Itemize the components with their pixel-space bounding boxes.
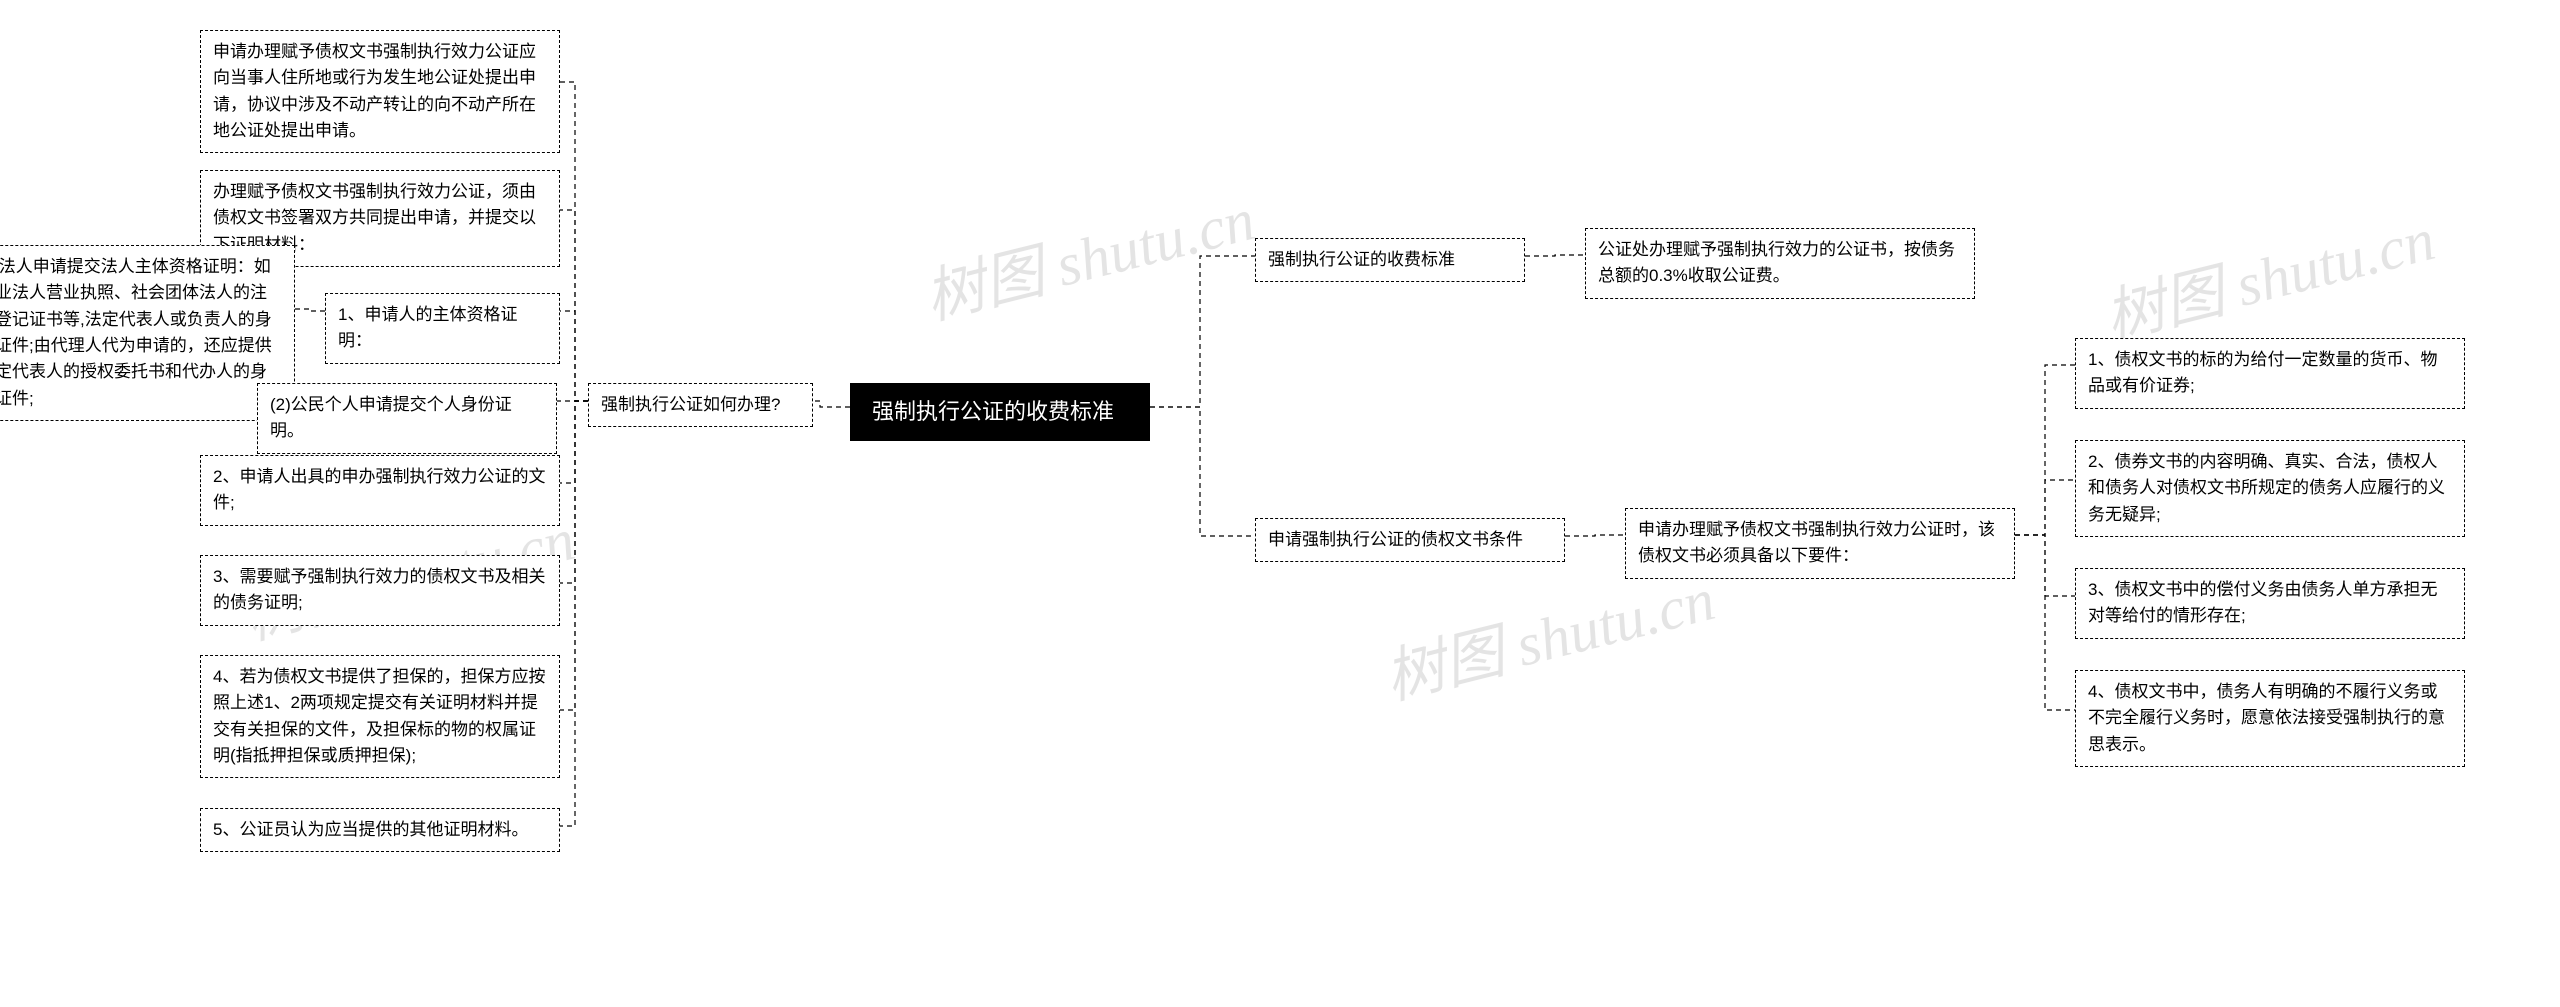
- leaf-node: 4、若为债权文书提供了担保的，担保方应按照上述1、2两项规定提交有关证明材料并提…: [200, 655, 560, 778]
- root-node: 强制执行公证的收费标准: [850, 383, 1150, 441]
- leaf-node: 3、债权文书中的偿付义务由债务人单方承担无对等给付的情形存在;: [2075, 568, 2465, 639]
- branch-node: 强制执行公证的收费标准: [1255, 238, 1525, 282]
- branch-node: 申请办理赋予债权文书强制执行效力公证时，该债权文书必须具备以下要件：: [1625, 508, 2015, 579]
- leaf-node: 1、债权文书的标的为给付一定数量的货币、物品或有价证券;: [2075, 338, 2465, 409]
- leaf-node: 公证处办理赋予强制执行效力的公证书，按债务总额的0.3%收取公证费。: [1585, 228, 1975, 299]
- mindmap-canvas: 树图 shutu.cn 树图 shutu.cn 树图 shutu.cn 树图 s…: [0, 0, 2560, 1007]
- leaf-node: 2、申请人出具的申办强制执行效力公证的文件;: [200, 455, 560, 526]
- branch-node: 申请强制执行公证的债权文书条件: [1255, 518, 1565, 562]
- branch-node: 1、申请人的主体资格证明：: [325, 293, 560, 364]
- leaf-node: 2、债券文书的内容明确、真实、合法，债权人和债务人对债权文书所规定的债务人应履行…: [2075, 440, 2465, 537]
- leaf-node: 5、公证员认为应当提供的其他证明材料。: [200, 808, 560, 852]
- watermark: 树图 shutu.cn: [2094, 191, 2442, 357]
- leaf-node: (1)法人申请提交法人主体资格证明：如企业法人营业执照、社会团体法人的注册登记证…: [0, 245, 295, 421]
- branch-node: 强制执行公证如何办理?: [588, 383, 813, 427]
- leaf-node: (2)公民个人申请提交个人身份证明。: [257, 383, 557, 454]
- leaf-node: 4、债权文书中，债务人有明确的不履行义务或不完全履行义务时，愿意依法接受强制执行…: [2075, 670, 2465, 767]
- leaf-node: 申请办理赋予债权文书强制执行效力公证应向当事人住所地或行为发生地公证处提出申请，…: [200, 30, 560, 153]
- leaf-node: 3、需要赋予强制执行效力的债权文书及相关的债务证明;: [200, 555, 560, 626]
- watermark: 树图 shutu.cn: [914, 171, 1262, 337]
